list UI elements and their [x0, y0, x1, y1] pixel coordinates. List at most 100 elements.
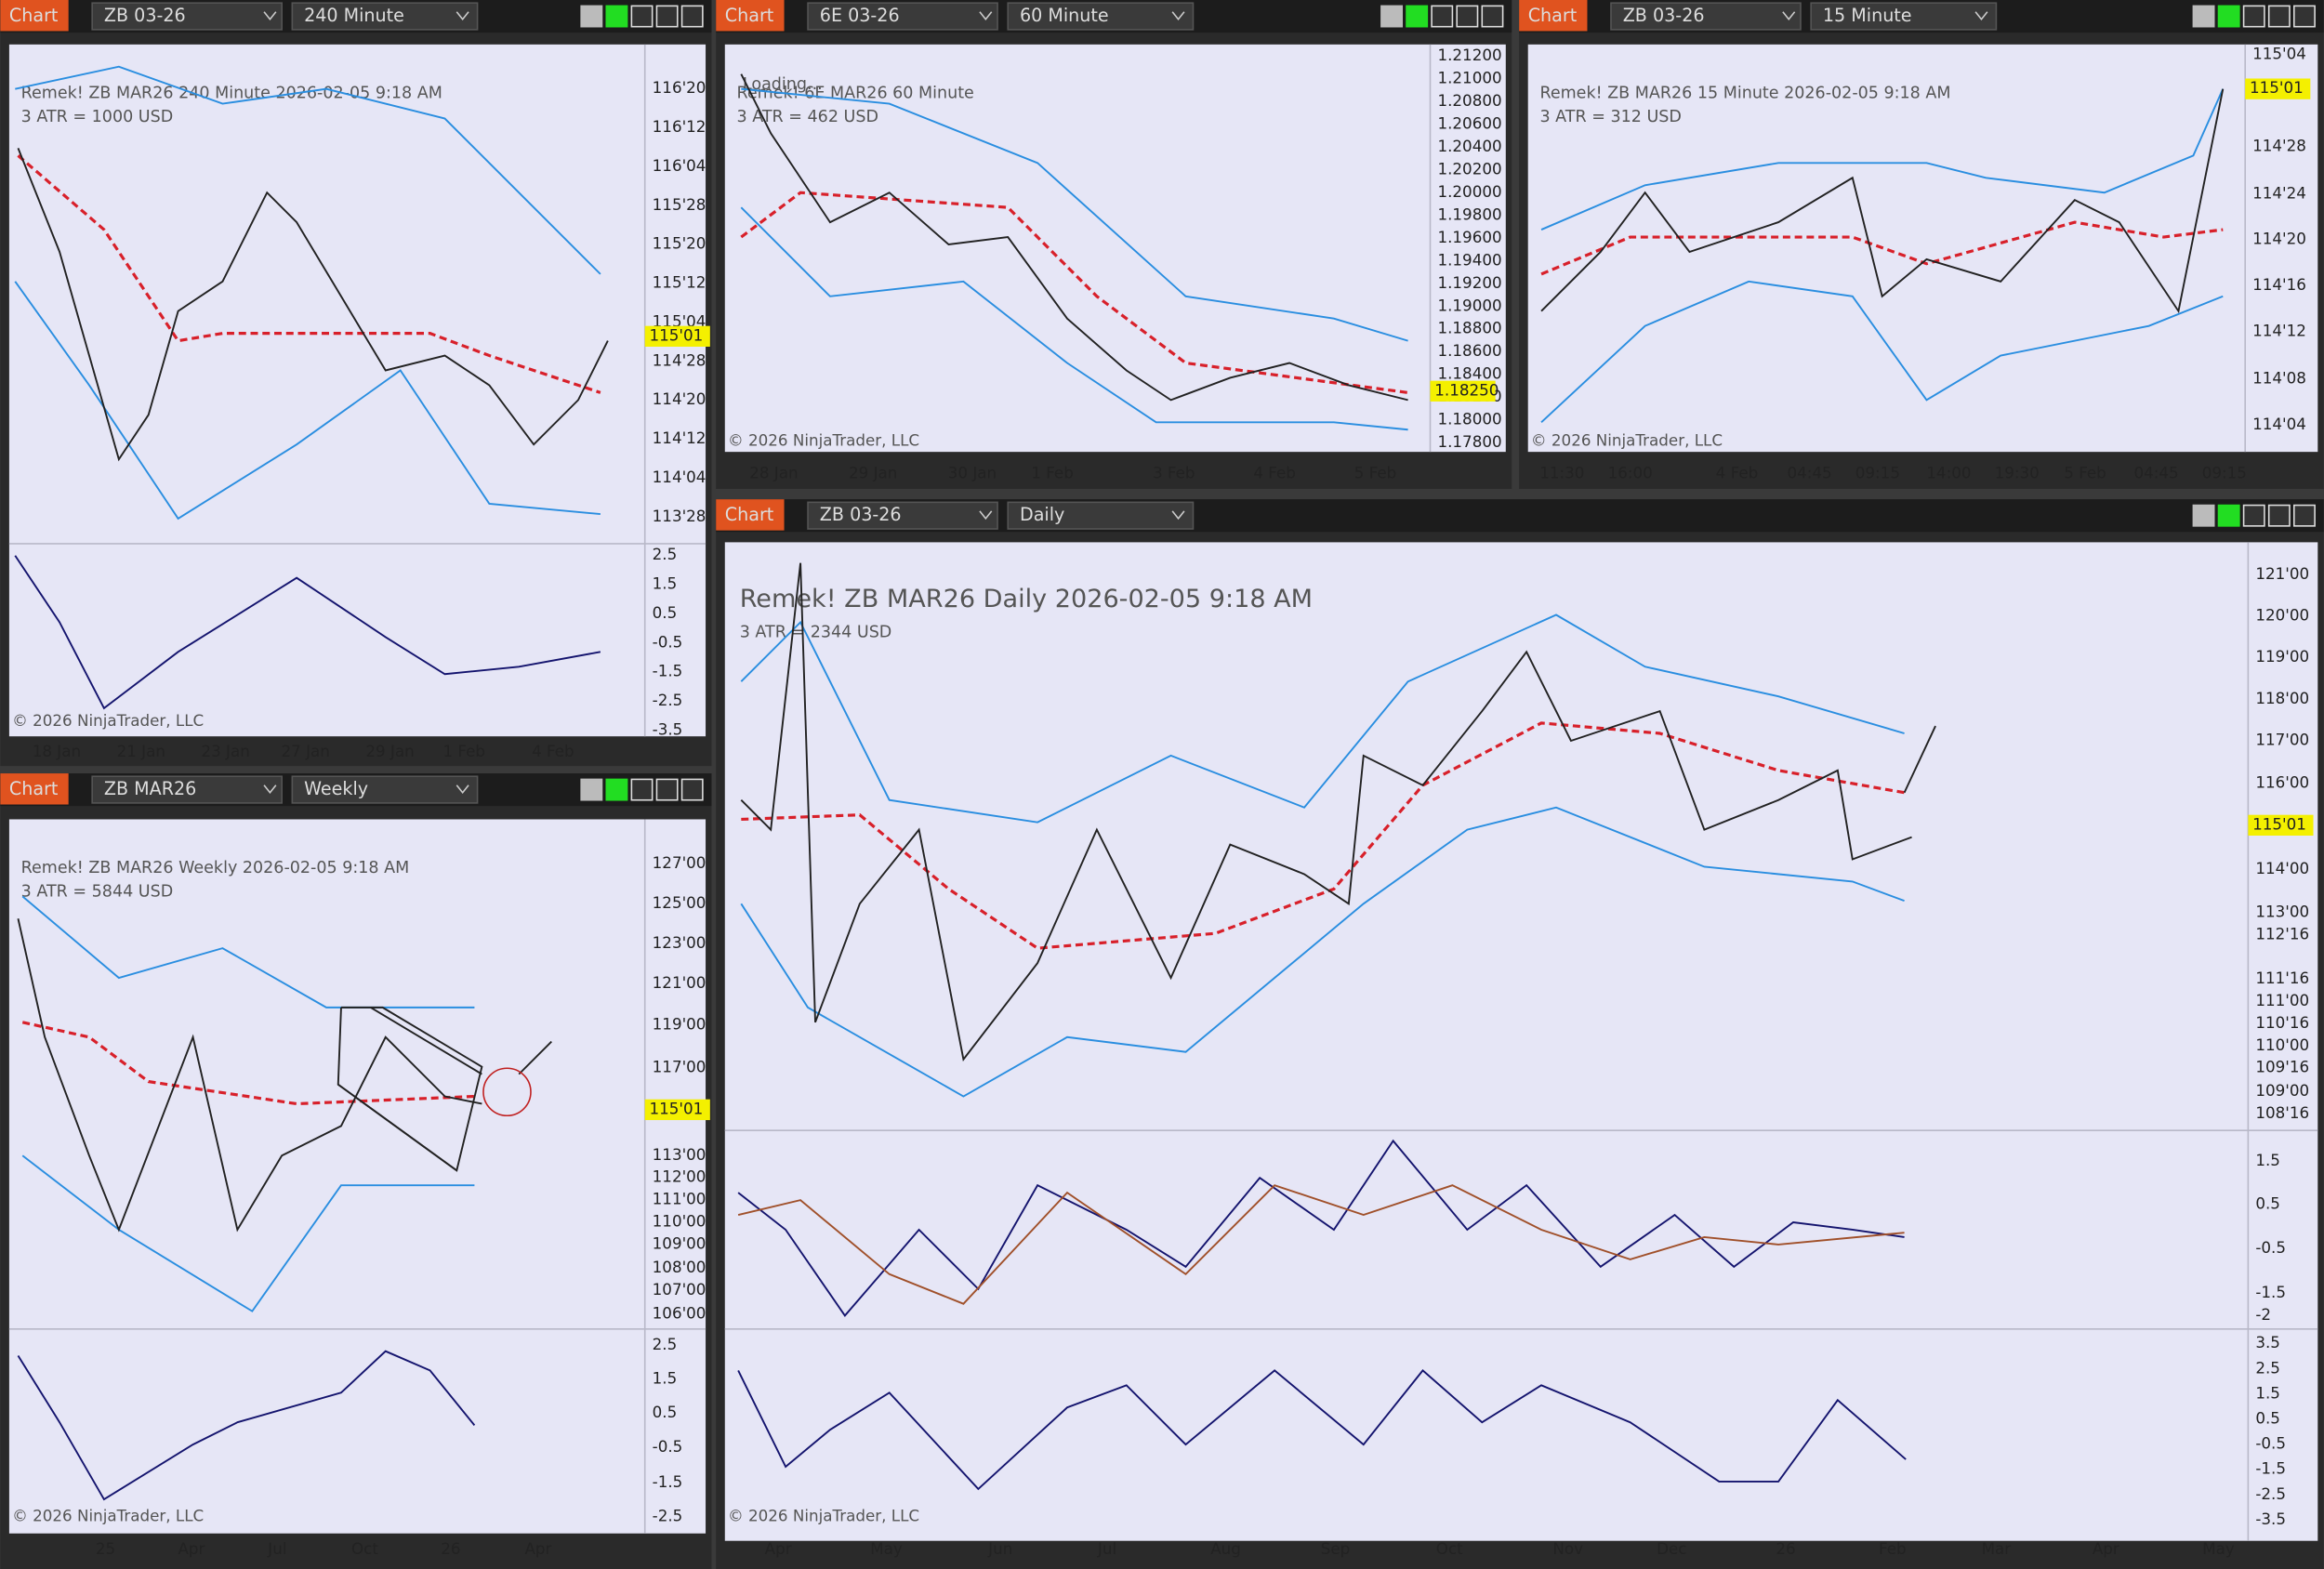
drawing	[741, 87, 1408, 342]
price-axis-label: 114'16	[2252, 275, 2306, 294]
chart-tab[interactable]	[716, 0, 785, 32]
interval-dropdown[interactable]	[1007, 2, 1195, 31]
copyright: © 2026 NinjaTrader, LLC	[728, 430, 919, 449]
price-marker-bg	[2245, 78, 2311, 99]
drawing	[740, 206, 1408, 431]
window-button[interactable]	[655, 5, 679, 28]
instrument-dropdown[interactable]	[807, 501, 998, 530]
window-button[interactable]	[2267, 504, 2291, 527]
instrument-dropdown[interactable]	[91, 2, 283, 31]
price-axis-label: 115'12	[653, 273, 706, 292]
window-button[interactable]	[1380, 5, 1404, 28]
interval-label[interactable]: Weekly	[304, 778, 368, 799]
atr-label: 3 ATR = 2344 USD	[740, 624, 892, 642]
price-axis-label: 114'20	[653, 389, 706, 408]
interval-label[interactable]: 15 Minute	[1823, 5, 1912, 26]
chart-tab-label[interactable]: Chart	[725, 5, 774, 26]
date-axis-label: May	[870, 1539, 903, 1558]
window-button[interactable]	[580, 5, 603, 28]
price-axis-label: 1.20600	[1437, 113, 1501, 132]
window-button[interactable]	[2192, 504, 2215, 527]
instrument-label[interactable]: 6E 03-26	[820, 5, 900, 26]
interval-label[interactable]: 60 Minute	[1020, 5, 1109, 26]
drawing	[14, 555, 601, 710]
drawing	[370, 1007, 482, 1075]
drawing	[740, 191, 1408, 394]
interval-dropdown[interactable]	[1007, 501, 1195, 530]
price-axis-label: 114'24	[2252, 183, 2306, 202]
window-button[interactable]	[630, 5, 654, 28]
price-axis-label: 110'00	[653, 1212, 706, 1231]
chart-tab-label[interactable]: Chart	[725, 504, 774, 525]
chart-header: Remek! ZB MAR26 Weekly 2026-02-05 9:18 A…	[21, 859, 410, 877]
instrument-dropdown[interactable]	[91, 775, 283, 804]
price-axis-label: 121'00	[653, 973, 706, 992]
date-axis-label: 1 Feb	[442, 742, 485, 760]
drawing	[737, 1184, 1905, 1305]
date-axis-label: 4 Feb	[1253, 464, 1296, 482]
chart-tab[interactable]	[1519, 0, 1588, 32]
window-button[interactable]	[680, 778, 704, 801]
window-button[interactable]	[630, 778, 654, 801]
chart-tab[interactable]	[0, 0, 69, 32]
price-axis-label: 109'16	[2255, 1058, 2309, 1076]
price-axis-label: 119'00	[2255, 647, 2309, 666]
price-axis-label: 113'00	[2255, 902, 2309, 920]
price-axis-label: 115'04	[2252, 44, 2306, 62]
date-axis-label: 5 Feb	[1354, 464, 1397, 482]
date-axis-label: 19:30	[1995, 464, 2040, 482]
price-axis-label: 127'00	[653, 853, 706, 872]
window-button[interactable]	[680, 5, 704, 28]
window-button[interactable]	[2292, 5, 2316, 28]
window-button[interactable]	[580, 778, 603, 801]
instrument-dropdown[interactable]	[1610, 2, 1802, 31]
interval-dropdown[interactable]	[291, 775, 479, 804]
window-button[interactable]	[1456, 5, 1479, 28]
window-button[interactable]	[1431, 5, 1454, 28]
chart-tab-label[interactable]: Chart	[1528, 5, 1578, 26]
drawing	[740, 613, 1905, 824]
indicator-axis-label: -1.5	[653, 662, 683, 680]
window-button[interactable]	[1481, 5, 1504, 28]
interval-dropdown[interactable]	[291, 2, 479, 31]
chart-header: Remek! ZB MAR26 240 Minute 2026-02-05 9:…	[21, 84, 442, 102]
window-button[interactable]	[2192, 5, 2215, 28]
price-axis-label: 120'00	[2255, 606, 2309, 625]
window-button[interactable]	[2217, 5, 2240, 28]
window-button[interactable]	[2242, 504, 2265, 527]
window-button[interactable]	[2242, 5, 2265, 28]
window-button[interactable]	[2217, 504, 2240, 527]
chart-window: Chart ZB 03-26 15 Minute Remek! ZB MAR26 15…	[1519, 0, 2324, 490]
instrument-label[interactable]: ZB 03-26	[1623, 5, 1705, 26]
price-axis-label: 125'00	[653, 893, 706, 912]
instrument-label[interactable]: ZB MAR26	[104, 778, 196, 799]
indicator-axis-label: -3.5	[653, 719, 683, 738]
interval-dropdown[interactable]	[1810, 2, 1998, 31]
date-axis-label: Sep	[1321, 1539, 1351, 1558]
date-axis-label: 04:45	[2133, 464, 2178, 482]
interval-label[interactable]: Daily	[1020, 504, 1064, 525]
price-axis-label: 121'00	[2255, 564, 2309, 583]
instrument-label[interactable]: ZB 03-26	[104, 5, 186, 26]
chart-tab-label[interactable]: Chart	[9, 5, 59, 26]
date-axis-label: 29 Jan	[849, 464, 897, 482]
chart-tab[interactable]	[0, 773, 69, 805]
chart-tab[interactable]	[716, 499, 785, 531]
interval-label[interactable]: 240 Minute	[304, 5, 404, 26]
dropdown-arrow	[979, 11, 993, 20]
chart-tab-label[interactable]: Chart	[9, 778, 59, 799]
drawing	[741, 721, 1905, 950]
instrument-label[interactable]: ZB 03-26	[820, 504, 902, 525]
price-axis-label: 114'20	[2252, 230, 2306, 248]
price-axis-label: 116'12	[653, 117, 706, 136]
window-button[interactable]	[605, 778, 628, 801]
window-button[interactable]	[2292, 504, 2316, 527]
window-button[interactable]	[2267, 5, 2291, 28]
price-axis-label: 114'04	[653, 468, 706, 486]
price-axis-label: 114'04	[2252, 415, 2306, 433]
window-button[interactable]	[655, 778, 679, 801]
instrument-dropdown[interactable]	[807, 2, 998, 31]
date-axis-label: Nov	[1552, 1539, 1583, 1558]
window-button[interactable]	[605, 5, 628, 28]
window-button[interactable]	[1406, 5, 1429, 28]
